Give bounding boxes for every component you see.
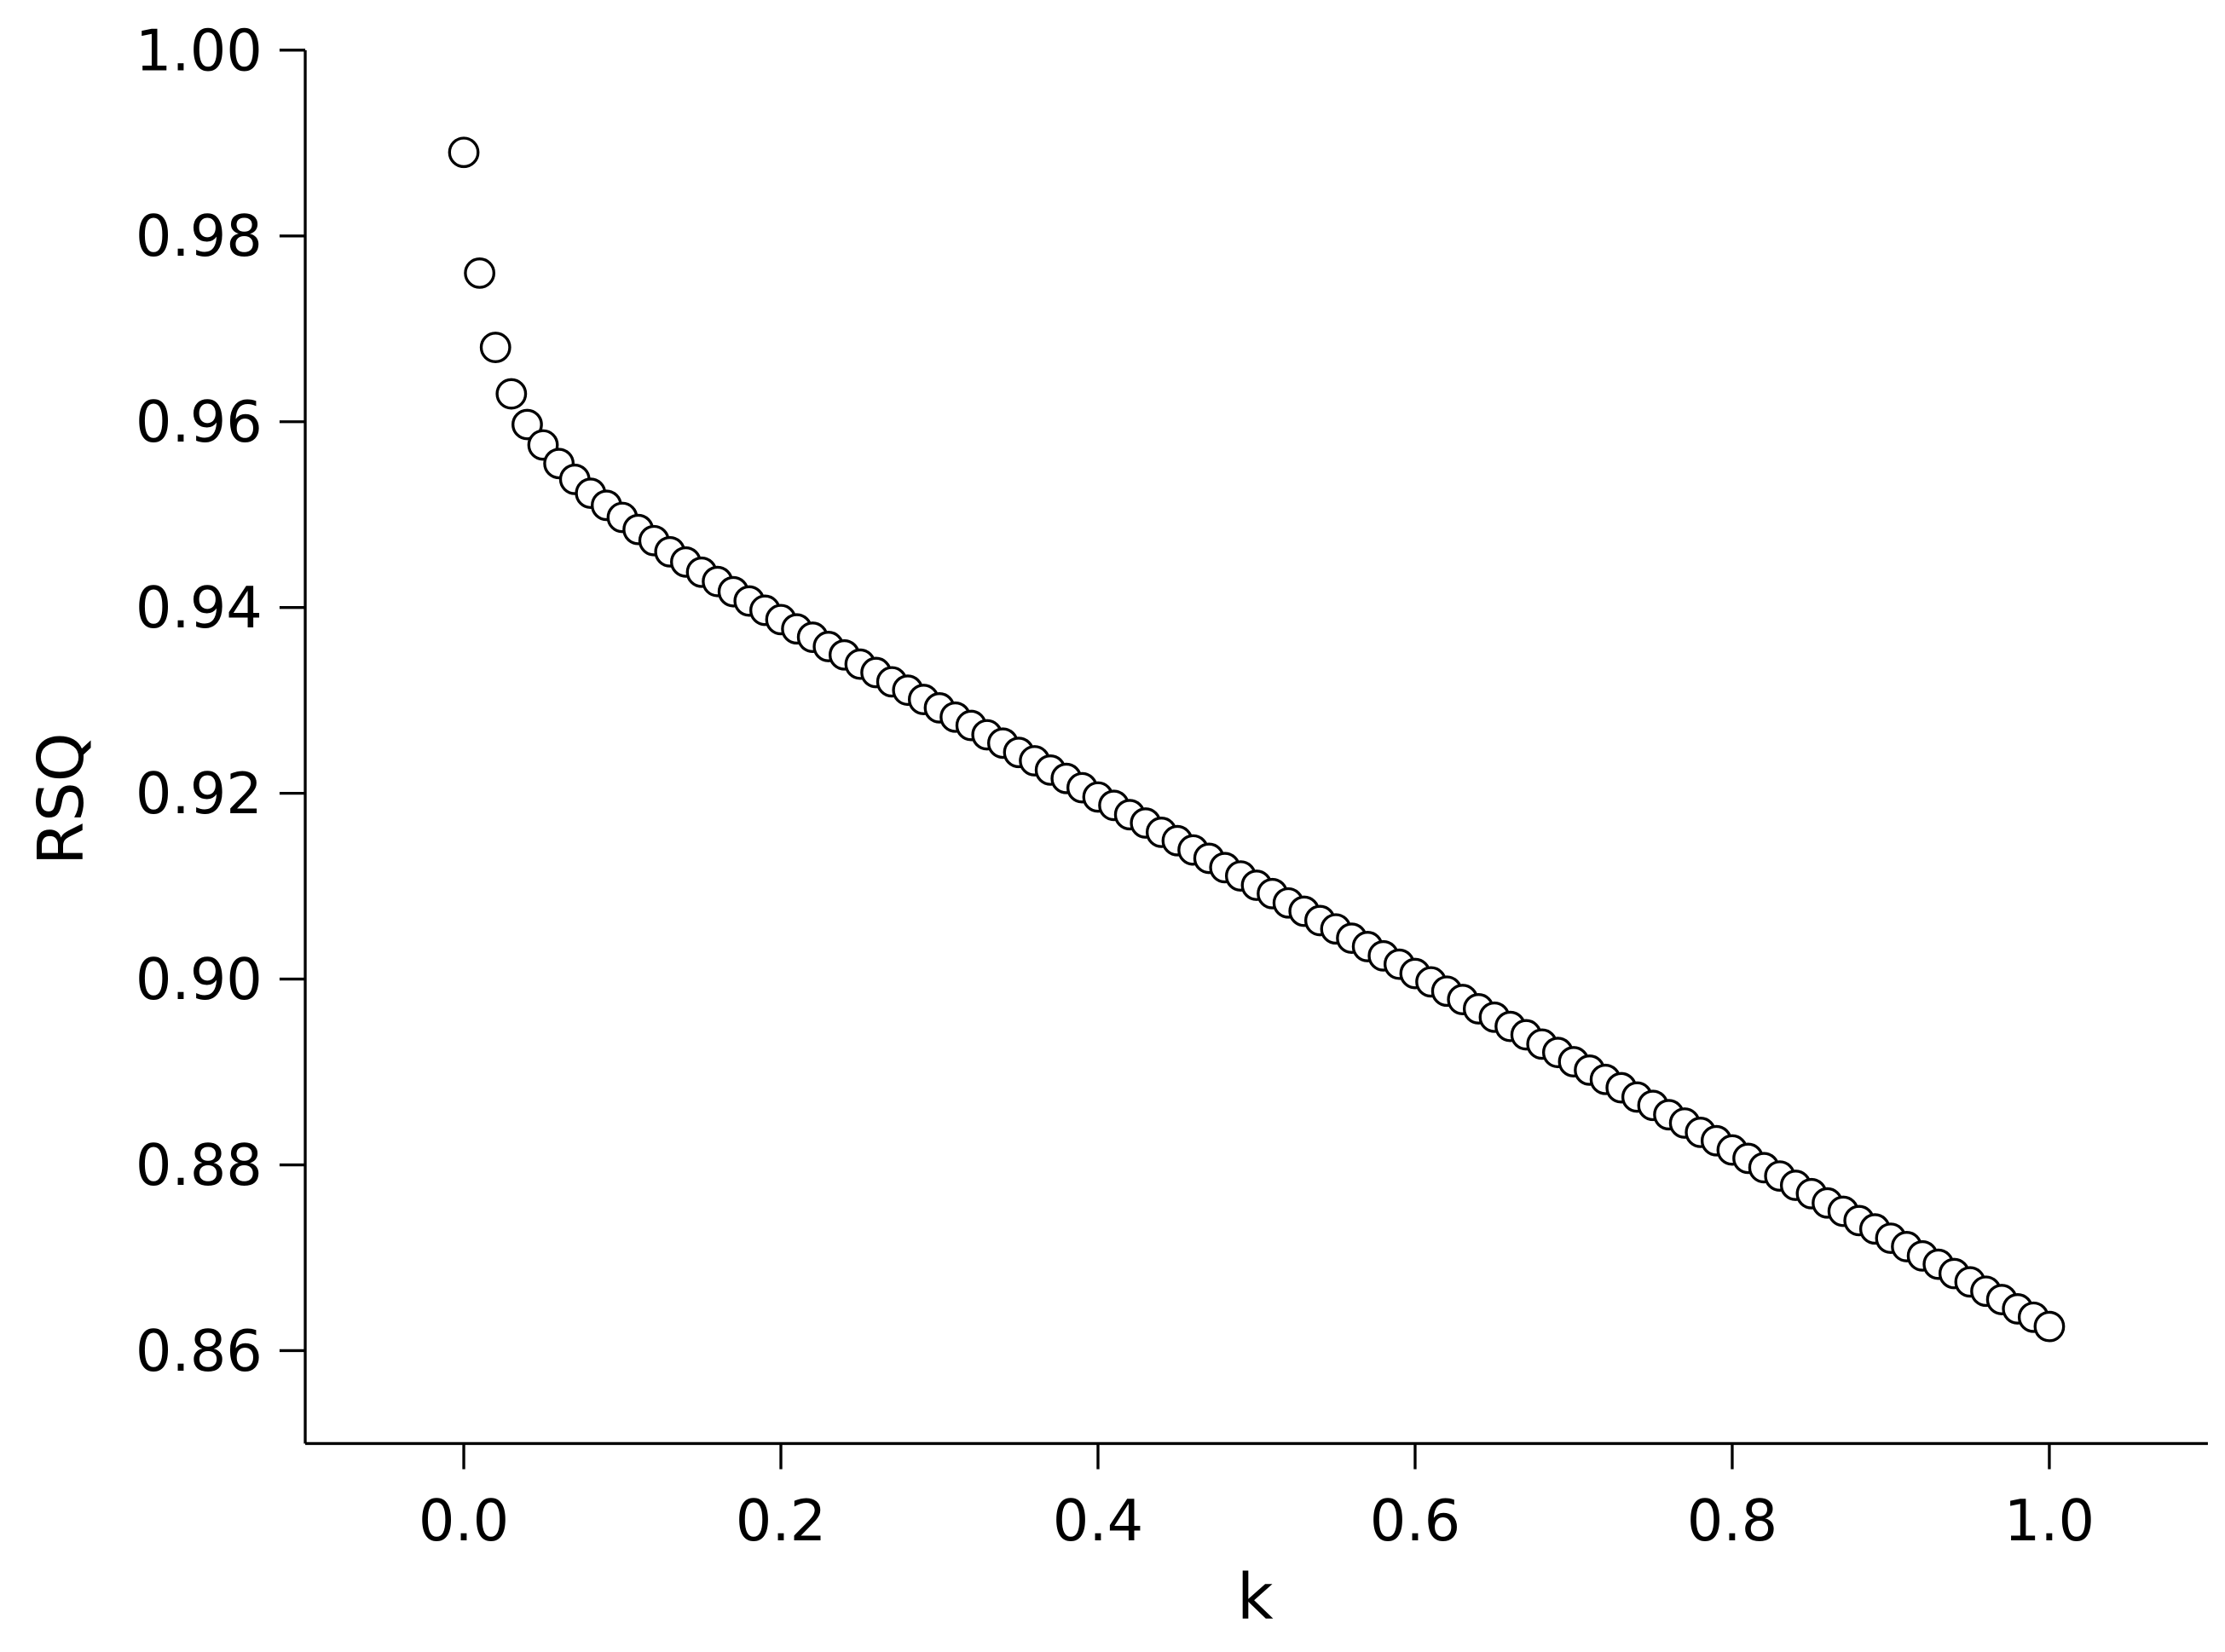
y-tick-label: 0.86: [136, 1318, 263, 1384]
data-point: [2033, 1310, 2066, 1343]
y-tick-label: 0.98: [136, 203, 263, 269]
y-tick-label: 0.96: [136, 389, 263, 455]
data-point: [479, 332, 511, 363]
data-point: [511, 408, 543, 441]
x-tick-label: 0.8: [1687, 1487, 1777, 1554]
y-tick-label: 0.92: [136, 760, 263, 827]
y-tick-label: 1.00: [136, 17, 263, 84]
x-tick-label: 1.0: [2004, 1487, 2095, 1554]
x-tick-label: 0.4: [1053, 1487, 1143, 1554]
y-tick-label: 0.94: [136, 575, 263, 641]
y-tick-label: 0.90: [136, 946, 263, 1013]
data-point: [448, 136, 480, 169]
x-tick-label: 0.2: [736, 1487, 826, 1554]
y-axis-label: RSQ: [26, 732, 98, 865]
data-point: [464, 257, 496, 289]
x-tick-label: 0.6: [1370, 1487, 1460, 1554]
y-tick-label: 0.88: [136, 1132, 263, 1199]
x-axis-label: k: [1237, 1562, 1274, 1634]
data-point: [495, 378, 528, 410]
x-tick-label: 0.0: [419, 1487, 509, 1554]
